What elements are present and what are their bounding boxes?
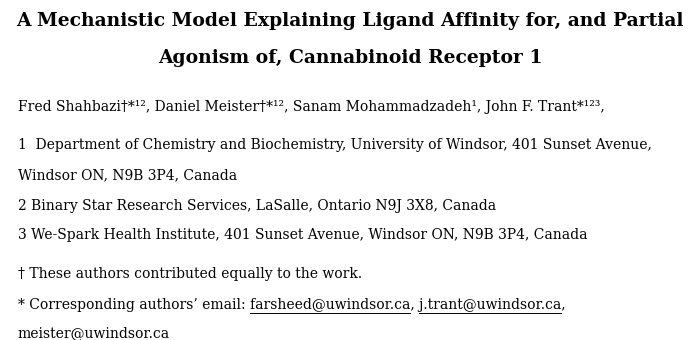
Text: * Corresponding authors’ email: farsheed@uwindsor.ca, j.trant@uwindsor.ca: * Corresponding authors’ email: farsheed…	[18, 298, 561, 311]
Text: * Corresponding authors’ email:: * Corresponding authors’ email:	[18, 298, 249, 311]
Text: Windsor ON, N9B 3P4, Canada: Windsor ON, N9B 3P4, Canada	[18, 168, 237, 182]
Text: 2 Binary Star Research Services, LaSalle, Ontario N9J 3X8, Canada: 2 Binary Star Research Services, LaSalle…	[18, 199, 496, 213]
Text: meister@uwindsor.ca: meister@uwindsor.ca	[18, 326, 169, 340]
Text: † These authors contributed equally to the work.: † These authors contributed equally to t…	[18, 267, 362, 281]
Text: 1  Department of Chemistry and Biochemistry, University of Windsor, 401 Sunset A: 1 Department of Chemistry and Biochemist…	[18, 138, 652, 152]
Text: * Corresponding authors’ email: farsheed@uwindsor.ca,: * Corresponding authors’ email: farsheed…	[18, 298, 419, 311]
Text: meister@uwindsor.ca: meister@uwindsor.ca	[18, 326, 169, 340]
Text: A Mechanistic Model Explaining Ligand Affinity for, and Partial: A Mechanistic Model Explaining Ligand Af…	[16, 12, 684, 30]
Text: Agonism of, Cannabinoid Receptor 1: Agonism of, Cannabinoid Receptor 1	[158, 49, 542, 67]
Text: Fred Shahbazi†*¹², Daniel Meister†*¹², Sanam Mohammadzadeh¹, John F. Trant*¹²³,: Fred Shahbazi†*¹², Daniel Meister†*¹², S…	[18, 100, 604, 114]
Text: * Corresponding authors’ email: farsheed@uwindsor.ca: * Corresponding authors’ email: farsheed…	[18, 298, 410, 311]
Text: 3 We-Spark Health Institute, 401 Sunset Avenue, Windsor ON, N9B 3P4, Canada: 3 We-Spark Health Institute, 401 Sunset …	[18, 228, 587, 242]
Text: * Corresponding authors’ email: farsheed@uwindsor.ca, j.trant@uwindsor.ca,: * Corresponding authors’ email: farsheed…	[18, 298, 565, 311]
